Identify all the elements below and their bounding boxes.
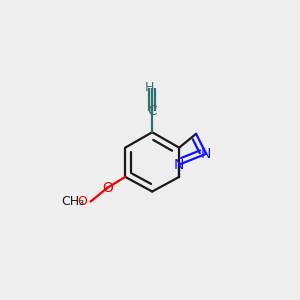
Text: N: N bbox=[201, 147, 211, 161]
Text: H: H bbox=[145, 81, 154, 94]
Text: N: N bbox=[174, 158, 184, 172]
Text: O: O bbox=[102, 181, 113, 195]
Text: C: C bbox=[147, 104, 157, 118]
Text: O: O bbox=[77, 195, 87, 208]
Text: CH₃: CH₃ bbox=[61, 195, 85, 208]
